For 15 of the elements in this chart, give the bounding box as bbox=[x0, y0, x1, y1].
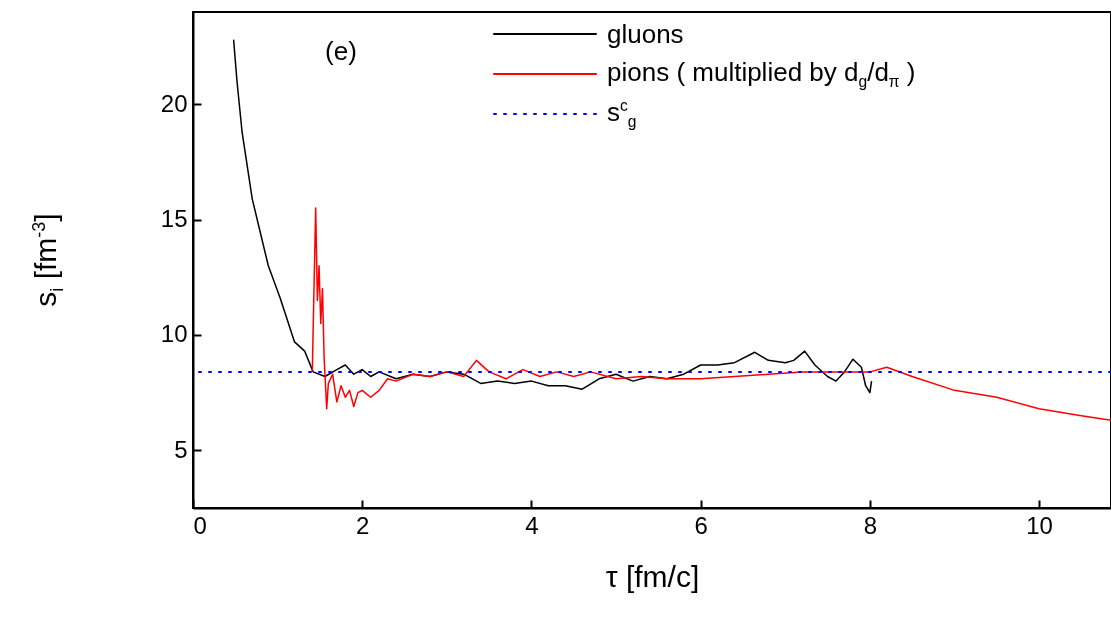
x-tick-label: 4 bbox=[525, 511, 539, 539]
x-tick-label: 6 bbox=[694, 511, 708, 539]
line-series bbox=[311, 207, 1111, 422]
y-tick-label: 15 bbox=[160, 205, 188, 233]
y-tick-label: 20 bbox=[160, 89, 188, 117]
legend-label: pions ( multiplied by d$_{g}$/d$_{π}$ ) bbox=[607, 56, 916, 92]
x-tick-label: 0 bbox=[193, 511, 207, 539]
x-tick-label: 2 bbox=[356, 511, 370, 539]
annotation: (e) bbox=[325, 36, 357, 66]
x-axis-title: τ [fm/c] bbox=[605, 559, 700, 593]
x-tick-label: 10 bbox=[1026, 511, 1053, 539]
y-tick-label: 10 bbox=[160, 320, 188, 348]
y-tick-label: 5 bbox=[174, 435, 188, 463]
legend-label: gluons bbox=[607, 18, 684, 50]
x-tick-label: 8 bbox=[863, 511, 878, 539]
